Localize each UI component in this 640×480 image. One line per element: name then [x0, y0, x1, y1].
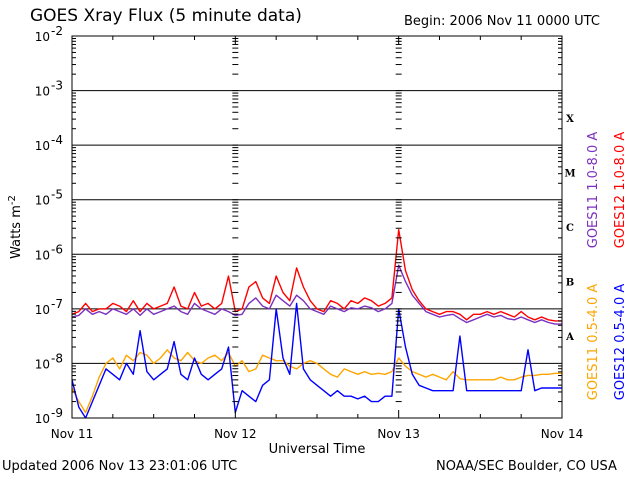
- svg-text:Watts m-2: Watts m-2: [7, 195, 24, 259]
- y-tick-base: 10: [35, 194, 50, 208]
- y-tick-base: 10: [35, 30, 50, 44]
- updated-timestamp: Updated 2006 Nov 13 23:01:06 UTC: [2, 459, 238, 474]
- y-tick-base: 10: [35, 85, 50, 99]
- flare-class-B: B: [566, 278, 574, 289]
- grid: [72, 90, 562, 364]
- y-tick-label: 10 -3: [35, 79, 63, 99]
- flare-class-labels: A B C M X: [564, 114, 575, 343]
- y-tick-exp: -8: [51, 351, 63, 365]
- x-tick-label: Nov 14: [541, 427, 584, 441]
- legend-entry: GOES12 0.5-4.0 A: [613, 284, 628, 401]
- x-axis-title: Universal Time: [269, 442, 366, 457]
- series-line-1: [72, 229, 562, 322]
- page-title: GOES Xray Flux (5 minute data): [30, 6, 302, 26]
- legend-entry: GOES12 1.0-8.0 A: [613, 132, 628, 249]
- y-tick-label: 10 -7: [35, 297, 63, 317]
- y-tick-label: 10 -9: [35, 406, 63, 426]
- x-tick-label: Nov 12: [214, 427, 257, 441]
- y-tick-label: 10 -6: [35, 242, 63, 262]
- y-axis-title: Watts m-2: [7, 195, 24, 259]
- series-line-2: [72, 349, 562, 414]
- flare-class-A: A: [565, 332, 574, 343]
- legend: GOES11 1.0-8.0 A GOES12 1.0-8.0 A GOES11 0…: [586, 132, 628, 401]
- y-tick-exp: -6: [51, 242, 63, 256]
- series-line-0: [72, 264, 562, 325]
- flare-class-M: M: [564, 168, 575, 179]
- y-tick-exp: -7: [51, 297, 63, 311]
- y-tick-exp: -4: [51, 133, 63, 147]
- y-tick-label: 10 -5: [35, 188, 63, 208]
- tick-layer: [71, 36, 563, 419]
- credit-text: NOAA/SEC Boulder, CO USA: [436, 459, 617, 474]
- series-layer: [72, 229, 562, 418]
- y-tick-label: 10 -4: [35, 133, 63, 153]
- y-tick-exp: -9: [51, 406, 63, 420]
- y-tick-base: 10: [35, 303, 50, 317]
- x-tick-label: Nov 13: [377, 427, 420, 441]
- legend-entry: GOES11 0.5-4.0 A: [586, 284, 601, 401]
- y-tick-base: 10: [35, 357, 50, 371]
- y-tick-base: 10: [35, 139, 50, 153]
- flare-class-C: C: [566, 223, 574, 234]
- legend-entry: GOES11 1.0-8.0 A: [586, 132, 601, 249]
- y-tick-label: 10 -2: [35, 24, 63, 44]
- y-tick-label: 10 -8: [35, 351, 63, 371]
- begin-timestamp: Begin: 2006 Nov 11 0000 UTC: [404, 14, 600, 29]
- y-tick-exp: -5: [51, 188, 63, 202]
- y-tick-base: 10: [35, 412, 50, 426]
- y-axis-title-unit-exp: -2: [7, 195, 18, 205]
- y-tick-exp: -2: [51, 24, 63, 38]
- series-line-3: [72, 302, 562, 418]
- flare-class-X: X: [566, 114, 574, 125]
- y-tick-exp: -3: [51, 79, 63, 93]
- x-tick-label: Nov 11: [51, 427, 94, 441]
- y-tick-base: 10: [35, 248, 50, 262]
